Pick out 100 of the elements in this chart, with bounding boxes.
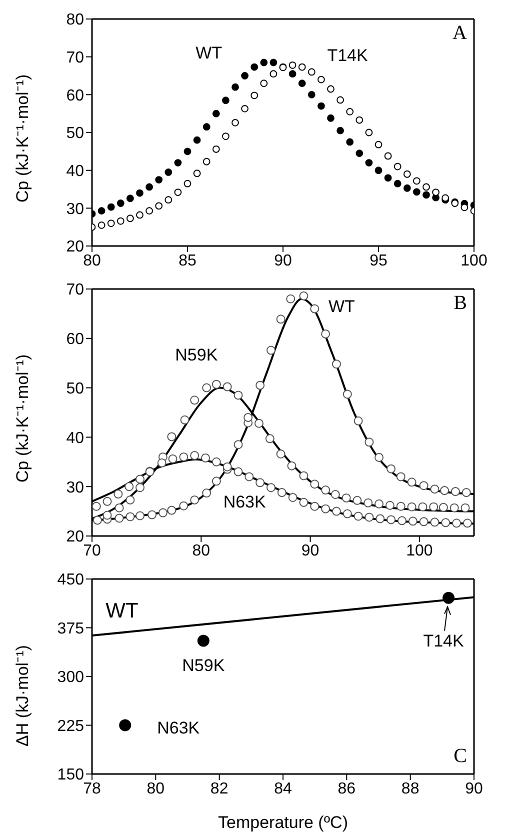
point xyxy=(462,518,472,528)
series-label: N59K xyxy=(175,345,218,364)
point xyxy=(342,493,351,502)
y-tick-label: 40 xyxy=(66,430,84,447)
point xyxy=(287,461,296,470)
y-tick-label: 30 xyxy=(66,200,84,218)
point xyxy=(266,483,276,492)
point xyxy=(356,150,364,158)
point xyxy=(179,452,188,462)
point xyxy=(438,502,448,512)
point xyxy=(193,170,201,178)
point xyxy=(190,396,200,405)
point xyxy=(179,501,188,510)
point xyxy=(450,503,459,512)
x-tick-label: 95 xyxy=(370,252,388,270)
point xyxy=(232,118,239,126)
point xyxy=(403,170,411,178)
point xyxy=(288,61,296,69)
point xyxy=(386,464,396,474)
point xyxy=(386,515,396,524)
point xyxy=(190,495,200,504)
point xyxy=(298,63,306,71)
point xyxy=(462,488,471,498)
x-tick-label: 80 xyxy=(83,252,101,270)
point xyxy=(276,314,286,324)
point xyxy=(241,72,248,80)
point xyxy=(460,204,468,212)
point xyxy=(136,189,144,197)
y-tick-label: 40 xyxy=(66,163,84,180)
annotation: N63K xyxy=(157,718,200,738)
point xyxy=(146,207,153,215)
point xyxy=(310,502,320,511)
point xyxy=(254,418,264,428)
point xyxy=(384,174,392,182)
point xyxy=(266,346,276,355)
point xyxy=(102,510,112,520)
point xyxy=(184,180,192,188)
series-label: T14K xyxy=(327,46,369,66)
point xyxy=(168,454,178,464)
point xyxy=(232,83,239,91)
y-tick-label: 50 xyxy=(66,380,84,398)
point xyxy=(136,511,145,520)
point xyxy=(155,176,163,184)
point xyxy=(180,415,190,424)
point xyxy=(429,502,438,512)
point xyxy=(336,126,344,134)
point xyxy=(342,509,352,518)
point xyxy=(413,188,420,196)
point xyxy=(126,194,134,202)
point xyxy=(234,440,243,450)
point xyxy=(244,472,254,482)
x-tick-label: 90 xyxy=(301,542,320,560)
point xyxy=(126,214,134,222)
y-tick-label: 70 xyxy=(66,282,84,299)
point xyxy=(332,360,341,369)
point xyxy=(318,76,325,84)
point xyxy=(102,496,112,506)
x-tick-label: 82 xyxy=(210,780,228,798)
point xyxy=(222,132,230,140)
y-tick-label: 20 xyxy=(66,238,84,256)
point xyxy=(167,432,176,442)
point xyxy=(430,518,440,527)
point xyxy=(174,159,182,166)
point xyxy=(250,63,258,71)
point xyxy=(308,90,316,98)
point xyxy=(354,512,363,521)
annotation: B xyxy=(454,292,467,315)
x-tick-label: 90 xyxy=(274,252,292,270)
point xyxy=(460,503,470,512)
point xyxy=(260,80,268,88)
point xyxy=(136,474,145,484)
point xyxy=(212,110,220,118)
point xyxy=(396,472,406,482)
point xyxy=(364,512,374,522)
series-label: N63K xyxy=(223,492,267,512)
point xyxy=(116,217,124,225)
point xyxy=(384,152,392,160)
point xyxy=(190,450,200,460)
x-tick-label: 100 xyxy=(460,252,488,270)
point xyxy=(136,483,145,492)
point xyxy=(342,390,352,399)
point xyxy=(407,502,416,512)
point xyxy=(441,518,450,528)
point xyxy=(270,70,278,78)
point xyxy=(298,80,306,88)
y-tick-label: 225 xyxy=(57,718,84,735)
point xyxy=(202,123,210,131)
point xyxy=(403,184,411,192)
point xyxy=(374,140,382,148)
point xyxy=(440,486,450,496)
y-tick-label: 450 xyxy=(57,572,84,589)
y-tick-label: 20 xyxy=(66,528,84,546)
point xyxy=(222,462,232,472)
point xyxy=(107,220,115,227)
point xyxy=(394,180,402,188)
point xyxy=(318,102,325,110)
x-tick-label: 80 xyxy=(146,780,165,798)
point xyxy=(299,471,308,480)
point xyxy=(327,114,334,122)
annotation: T14K xyxy=(423,631,465,650)
